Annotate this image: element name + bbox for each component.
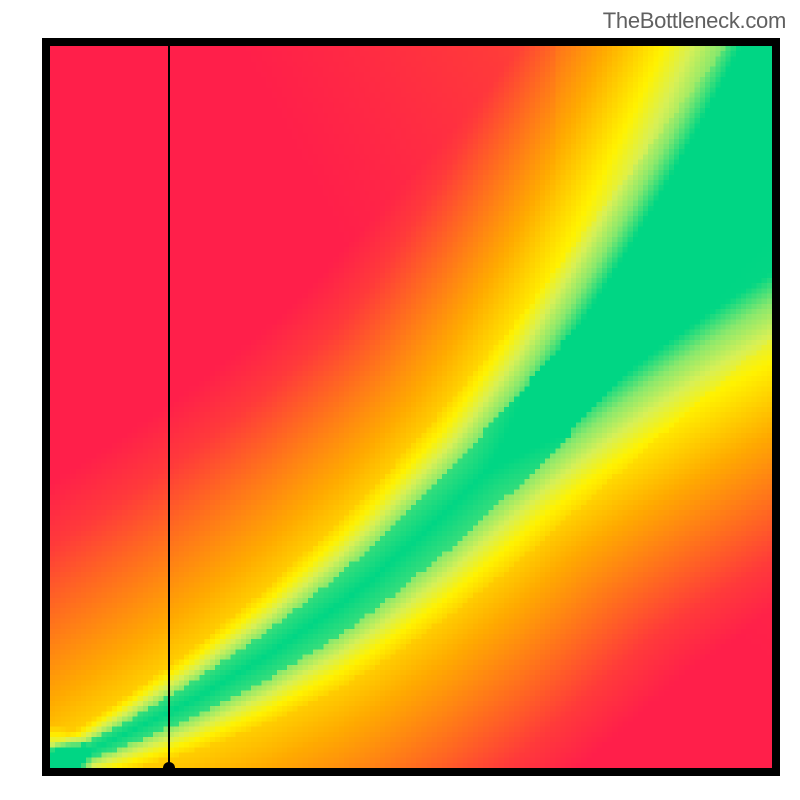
crosshair-vertical — [168, 46, 169, 768]
chart-container: { "attribution": "TheBottleneck.com", "c… — [0, 0, 800, 800]
plot-frame — [42, 38, 780, 776]
crosshair-marker — [163, 762, 175, 774]
attribution-text: TheBottleneck.com — [603, 8, 786, 34]
